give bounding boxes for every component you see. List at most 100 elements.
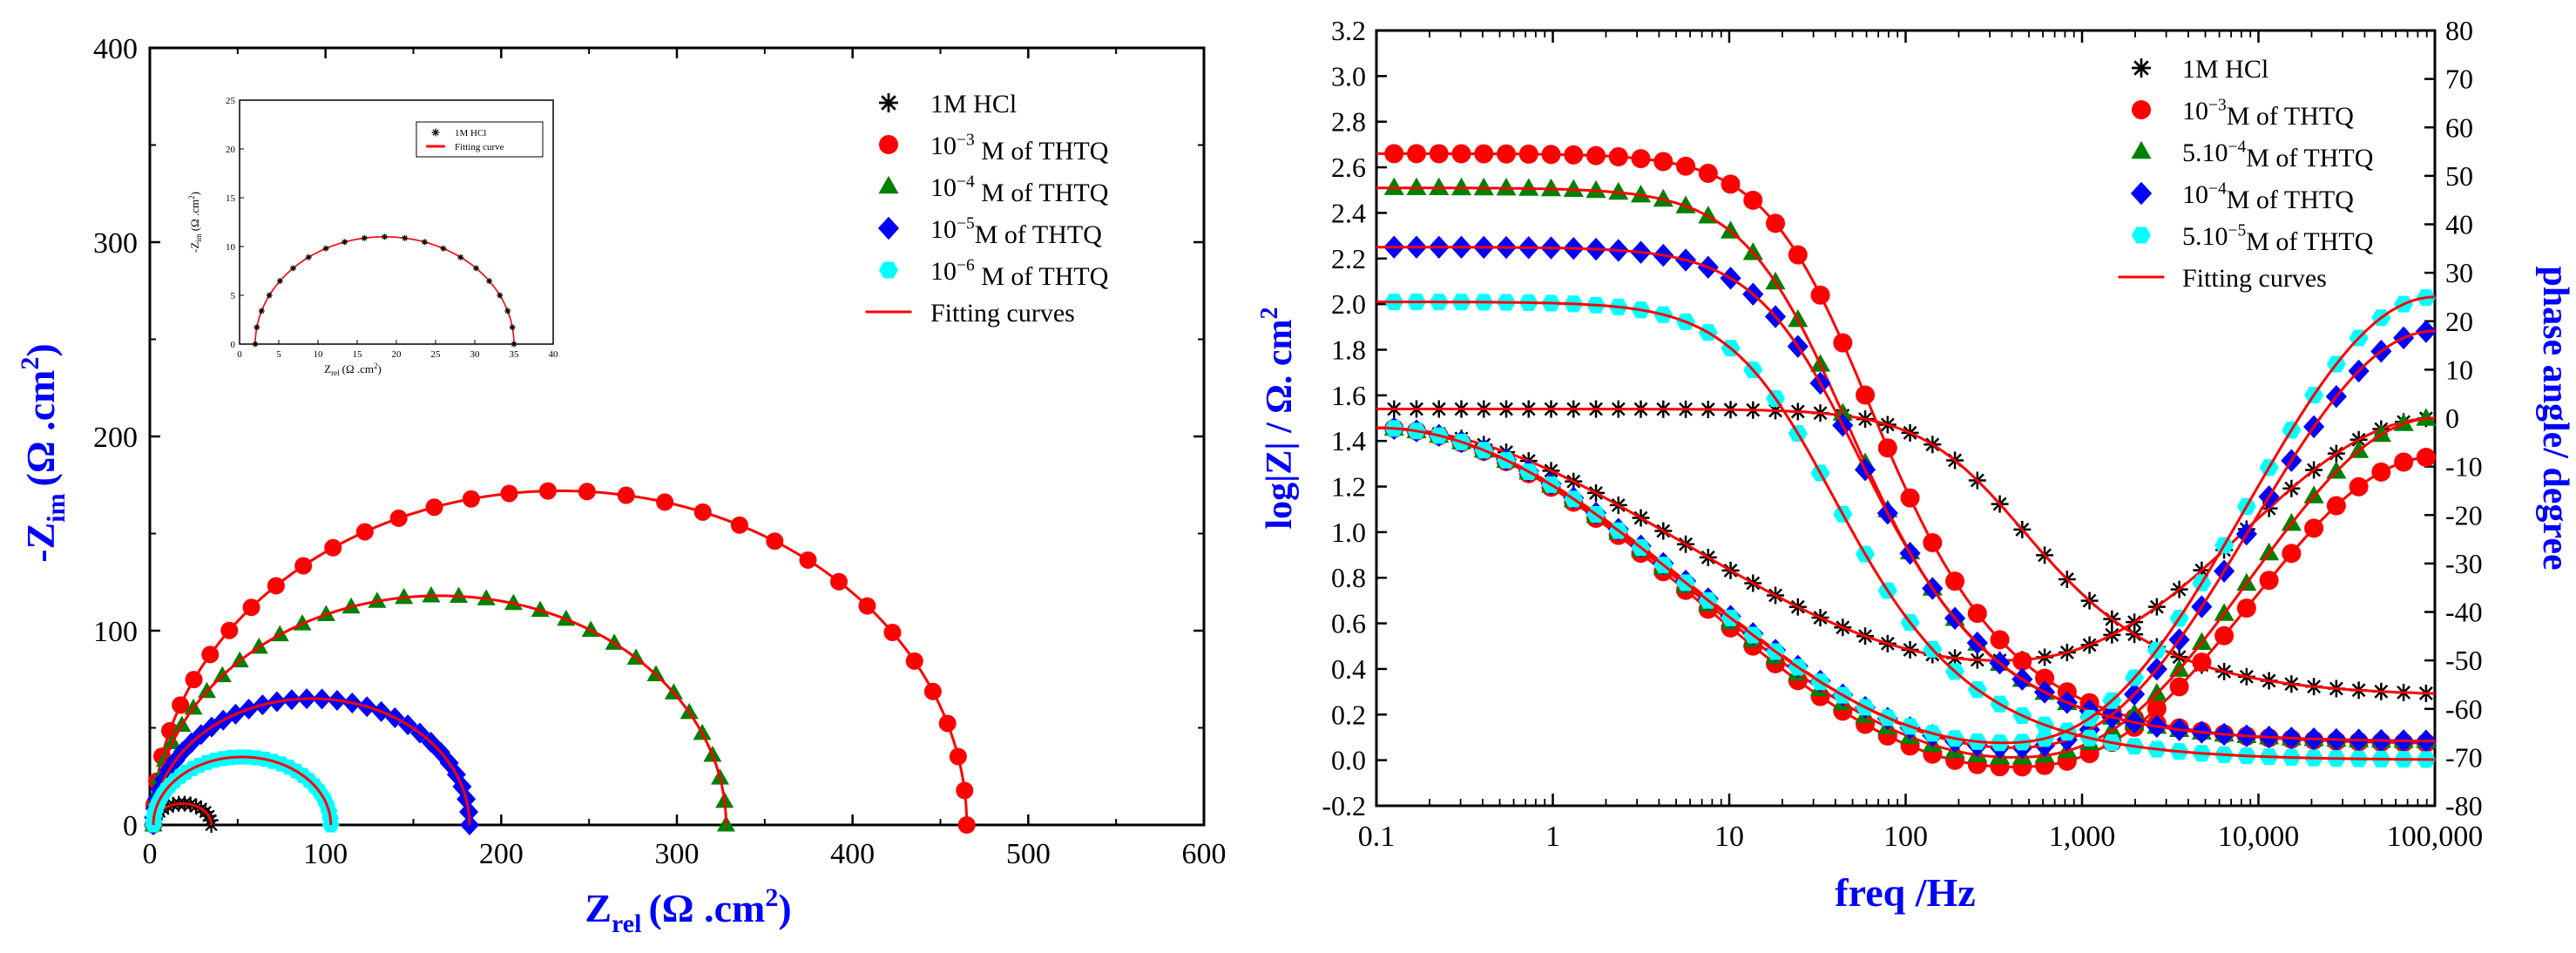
y-tick-label: 300 bbox=[93, 227, 138, 260]
x-tick-label: 10 bbox=[1714, 821, 1744, 853]
y-tick-label-left: 0.0 bbox=[1331, 745, 1366, 776]
bode-right-y-ticks: -80 -70 -60 -50 -40 -30 -20 -10 0 10 20 30 40 50 60 70 8… bbox=[2424, 15, 2483, 821]
legend-label: 5.10−5M of THTQ bbox=[2182, 221, 2374, 256]
star-stroke bbox=[259, 308, 265, 314]
legend-label: 10−3M of THTQ bbox=[2182, 96, 2354, 130]
x-tick-label: 0.1 bbox=[1358, 821, 1396, 853]
y-tick-label-left: 2.6 bbox=[1331, 152, 1366, 183]
legend-rest: M of THTQ bbox=[2246, 227, 2373, 256]
legend-rest: M of THTQ bbox=[2246, 144, 2373, 172]
legend-label: 10−4M of THTQ bbox=[2182, 179, 2354, 214]
legend-marker bbox=[2131, 140, 2152, 159]
inset-x-label: Zrel (Ω .cm2) bbox=[324, 362, 382, 377]
legend-label: 1M HCl bbox=[2182, 55, 2268, 84]
nyquist-x-ticks: 0 100 200 300 400 500 600 bbox=[143, 48, 1227, 870]
star-stroke bbox=[306, 254, 312, 260]
y-tick-label-left: -0.2 bbox=[1322, 790, 1366, 821]
y-tick-label: 0 bbox=[123, 810, 138, 842]
inset-y-label: -Zim(Ω .cm2) bbox=[187, 192, 203, 253]
y-tick-label-right: -10 bbox=[2445, 451, 2483, 483]
bode-modulus-point bbox=[1496, 178, 1517, 196]
y-tick-label-right: 10 bbox=[2445, 354, 2473, 385]
legend-base: 10 bbox=[930, 257, 957, 286]
legend-rest: M of THTQ bbox=[975, 262, 1109, 291]
y-tick-label-left: 3.0 bbox=[1331, 60, 1366, 91]
y-tick-label-right: 60 bbox=[2445, 112, 2473, 143]
nyquist-series-2 bbox=[144, 585, 735, 832]
legend-marker bbox=[878, 175, 899, 194]
y-tick-label-right: -70 bbox=[2445, 741, 2483, 773]
x-tick-label: 1,000 bbox=[2049, 821, 2116, 853]
legend-label: 10−4 M of THTQ bbox=[930, 172, 1109, 207]
nyquist-x-axis-label: Zrel (Ω .cm2) bbox=[585, 883, 791, 938]
bode-modulus-point bbox=[1473, 177, 1494, 196]
star-stroke bbox=[2133, 60, 2149, 76]
legend-exponent: −4 bbox=[957, 172, 975, 191]
legend-label: Fitting curves bbox=[2182, 264, 2327, 293]
y-tick-label-right: 70 bbox=[2445, 64, 2473, 95]
bode-modulus-point bbox=[1429, 177, 1450, 195]
legend-label: 10−6 M of THTQ bbox=[930, 256, 1109, 291]
legend-marker bbox=[879, 135, 898, 154]
bode-modulus-point bbox=[1406, 177, 1427, 195]
x-tick-label: 100,000 bbox=[2387, 821, 2484, 853]
legend-exponent: −4 bbox=[2208, 179, 2227, 198]
y-tick-label-right: 40 bbox=[2445, 209, 2473, 240]
bode-left-y-axis-label: log|Z| / Ω. cm2 bbox=[1256, 307, 1300, 529]
star-stroke bbox=[422, 239, 428, 245]
inset-y-tick-label: 25 bbox=[226, 96, 236, 106]
legend-exponent: −6 bbox=[957, 256, 975, 274]
inset-data-point bbox=[440, 245, 447, 252]
nyquist-data-point bbox=[477, 589, 496, 605]
bode-phase-point bbox=[2416, 408, 2437, 426]
legend-label: 10−5M of THTQ bbox=[930, 214, 1102, 249]
nyquist-data-point bbox=[504, 593, 523, 611]
y-tick-label-right: -20 bbox=[2445, 499, 2483, 531]
star-stroke bbox=[402, 235, 408, 241]
inset-x-tick-label: 10 bbox=[314, 349, 324, 360]
y-tick-label-left: 2.8 bbox=[1331, 106, 1366, 138]
x-tick-label: 100 bbox=[1883, 821, 1928, 853]
legend-marker bbox=[2132, 100, 2151, 119]
bode-modulus-fit bbox=[1376, 301, 2436, 761]
y-tick-label-left: 1.6 bbox=[1331, 380, 1366, 411]
bode-modulus-point bbox=[1563, 179, 1584, 197]
y-tick-label-right: -50 bbox=[2445, 645, 2483, 676]
y-tick-label-right: 20 bbox=[2445, 306, 2473, 337]
inset-data-point bbox=[510, 341, 517, 348]
bode-phase-fit bbox=[1376, 416, 2436, 662]
y-tick-label-right: 0 bbox=[2445, 402, 2459, 434]
inset-legend-label: 1M HCl bbox=[455, 128, 486, 139]
legend-exponent: −3 bbox=[2208, 96, 2227, 114]
nyquist-y-axis-label: -Zim(Ω .cm2) bbox=[16, 343, 71, 563]
star-stroke bbox=[290, 265, 296, 271]
inset-data-point bbox=[361, 234, 368, 241]
y-tick-label-left: 2.2 bbox=[1331, 243, 1366, 274]
legend-marker bbox=[2132, 226, 2151, 244]
star-stroke bbox=[362, 235, 368, 241]
star-stroke bbox=[341, 239, 348, 245]
inset-legend-label: Fitting curve bbox=[455, 142, 504, 152]
legend-label: 5.10−4M of THTQ bbox=[2182, 138, 2374, 172]
inset-data-point bbox=[341, 239, 348, 246]
bode-modulus-point bbox=[1630, 185, 1652, 203]
bode-modulus-fit bbox=[1376, 408, 2436, 695]
inset-legend-box bbox=[416, 121, 544, 158]
x-tick-label: 300 bbox=[655, 838, 700, 870]
legend-base: 5.10 bbox=[2182, 222, 2228, 251]
y-tick-label: 400 bbox=[93, 33, 138, 65]
legend-label: 1M HCl bbox=[930, 90, 1017, 118]
x-tick-label: 100 bbox=[303, 838, 348, 870]
y-tick-label-left: 0.6 bbox=[1331, 608, 1366, 639]
x-tick-label: 200 bbox=[479, 838, 524, 870]
inset-data-point bbox=[421, 239, 428, 246]
inset-y-tick-label: 10 bbox=[226, 242, 236, 253]
bode-left-y-ticks: -0.2 0.0 0.2 0.4 0.6 0.8 1.0 1.2 1.4 1.6 1.8 2.0 2.2… bbox=[1322, 15, 1387, 821]
star-stroke bbox=[497, 293, 503, 298]
bode-modulus-point bbox=[1653, 188, 1673, 207]
star-stroke bbox=[323, 246, 328, 252]
nyquist-fit-curve bbox=[152, 755, 333, 826]
y-tick-label-left: 0.4 bbox=[1331, 653, 1366, 685]
legend-marker bbox=[879, 93, 898, 112]
